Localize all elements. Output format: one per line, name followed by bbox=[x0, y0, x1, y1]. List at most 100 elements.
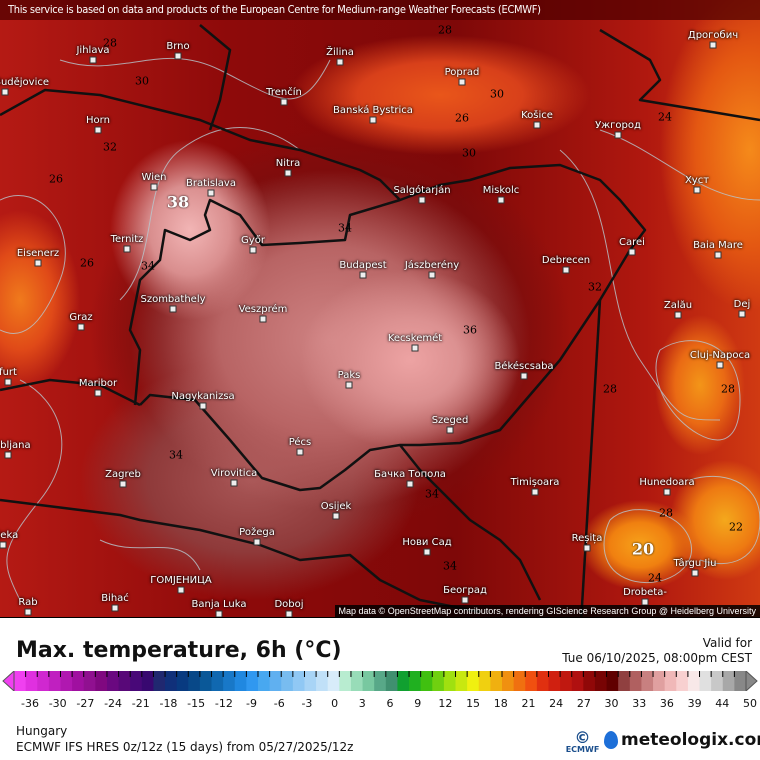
city-label: Salgótarján bbox=[393, 185, 451, 196]
city-marker bbox=[199, 402, 207, 410]
color-swatch bbox=[629, 671, 642, 691]
isotherm-label: 30 bbox=[462, 146, 476, 160]
city-marker bbox=[207, 189, 215, 197]
color-swatch bbox=[548, 671, 561, 691]
city-marker bbox=[169, 305, 177, 313]
color-swatch bbox=[502, 671, 515, 691]
scale-tick-label: -12 bbox=[214, 697, 233, 710]
city-label: Brno bbox=[166, 41, 190, 52]
valid-for-label: Valid for bbox=[702, 636, 752, 650]
city-marker bbox=[674, 311, 682, 319]
city-label: Veszprém bbox=[238, 304, 288, 315]
city-marker bbox=[174, 52, 182, 60]
isotherm-lines bbox=[0, 57, 760, 601]
color-swatch bbox=[664, 671, 677, 691]
city-marker bbox=[253, 538, 261, 546]
city-marker bbox=[497, 196, 505, 204]
color-swatch bbox=[653, 671, 666, 691]
city-marker bbox=[150, 183, 158, 191]
temperature-map[interactable]: This service is based on data and produc… bbox=[0, 0, 760, 617]
color-swatch bbox=[350, 671, 364, 691]
isotherm-label: 26 bbox=[455, 111, 469, 125]
city-label: ГОМЈЕНИЦА bbox=[150, 575, 212, 586]
map-title: Max. temperature, 6h (°C) bbox=[16, 638, 342, 663]
scale-tick-label: 15 bbox=[466, 697, 481, 710]
scale-tick-label: -15 bbox=[187, 697, 206, 710]
color-swatch bbox=[339, 671, 352, 691]
city-marker bbox=[215, 610, 223, 617]
city-label: Eisenerz bbox=[16, 248, 60, 259]
color-swatch bbox=[362, 671, 375, 691]
city-marker bbox=[583, 544, 591, 552]
city-label: Хуст bbox=[684, 175, 710, 186]
color-swatch bbox=[199, 671, 213, 691]
isotherm-label: 34 bbox=[141, 259, 155, 273]
ecmwf-logo-text: ECMWF bbox=[565, 745, 600, 754]
color-swatch bbox=[25, 671, 38, 691]
color-swatch bbox=[269, 671, 282, 691]
city-label: Maribor bbox=[78, 378, 118, 389]
color-swatch bbox=[234, 671, 247, 691]
city-label: Paks bbox=[337, 370, 361, 381]
isotherm-label: 26 bbox=[49, 172, 63, 186]
color-swatch bbox=[722, 671, 735, 691]
map-attribution[interactable]: Map data © OpenStreetMap contributors, r… bbox=[334, 605, 760, 617]
city-marker bbox=[230, 479, 238, 487]
city-label: Târgu Jiu bbox=[673, 558, 717, 569]
color-swatch bbox=[443, 671, 457, 691]
city-marker bbox=[280, 98, 288, 106]
meteologix-logo[interactable]: meteologix.com bbox=[604, 730, 760, 750]
scale-tick-label: -30 bbox=[48, 697, 67, 710]
city-marker bbox=[418, 196, 426, 204]
isotherm-label: 32 bbox=[103, 140, 117, 154]
isotherm-label: 22 bbox=[729, 520, 743, 534]
city-label: Trenčín bbox=[266, 87, 302, 98]
color-swatch bbox=[83, 671, 96, 691]
scale-tick-label: 12 bbox=[438, 697, 453, 710]
city-label: Košice bbox=[521, 110, 553, 121]
city-marker bbox=[369, 116, 377, 124]
city-marker bbox=[111, 604, 119, 612]
city-marker bbox=[89, 56, 97, 64]
legend-panel: Max. temperature, 6h (°C) Valid for Tue … bbox=[0, 617, 760, 760]
color-swatch bbox=[490, 671, 503, 691]
city-marker bbox=[123, 245, 131, 253]
city-label: Nagykanizsa bbox=[171, 391, 235, 402]
city-label: Győr bbox=[241, 235, 265, 246]
scale-tick-label: 21 bbox=[521, 697, 536, 710]
model-info: ECMWF IFS HRES 0z/12z (15 days) from 05/… bbox=[16, 740, 354, 754]
color-swatch bbox=[687, 671, 701, 691]
city-label: Békéscsaba bbox=[494, 361, 554, 372]
scale-tick-label: 36 bbox=[659, 697, 674, 710]
city-marker bbox=[119, 480, 127, 488]
city-label: Nitra bbox=[275, 158, 301, 169]
city-label: Hunedoara bbox=[639, 477, 695, 488]
region-name: Hungary bbox=[16, 724, 68, 738]
isotherm-label: 38 bbox=[166, 192, 190, 212]
city-label: Virovitica bbox=[210, 468, 258, 479]
color-swatch bbox=[571, 671, 584, 691]
city-marker bbox=[34, 259, 42, 267]
color-swatch bbox=[606, 671, 619, 691]
city-marker bbox=[614, 131, 622, 139]
isotherm-label: 20 bbox=[631, 539, 655, 559]
isotherm-label: 30 bbox=[490, 87, 504, 101]
isotherm-label: 30 bbox=[135, 74, 149, 88]
color-swatch bbox=[711, 671, 724, 691]
city-marker bbox=[94, 389, 102, 397]
city-marker bbox=[458, 78, 466, 86]
city-label: Graz bbox=[69, 312, 93, 323]
isotherm-label: 24 bbox=[648, 571, 662, 585]
city-label: Drobeta- bbox=[623, 587, 667, 598]
city-label: Zagreb bbox=[105, 469, 141, 480]
color-swatch bbox=[478, 671, 491, 691]
color-swatch bbox=[467, 671, 480, 691]
city-marker bbox=[332, 512, 340, 520]
color-swatch bbox=[165, 671, 178, 691]
color-swatch bbox=[432, 671, 445, 691]
city-label: Budapest bbox=[339, 260, 387, 271]
city-marker bbox=[461, 596, 469, 604]
scale-tick-label: -18 bbox=[159, 697, 178, 710]
color-swatch bbox=[525, 671, 538, 691]
city-label: Osijek bbox=[320, 501, 352, 512]
